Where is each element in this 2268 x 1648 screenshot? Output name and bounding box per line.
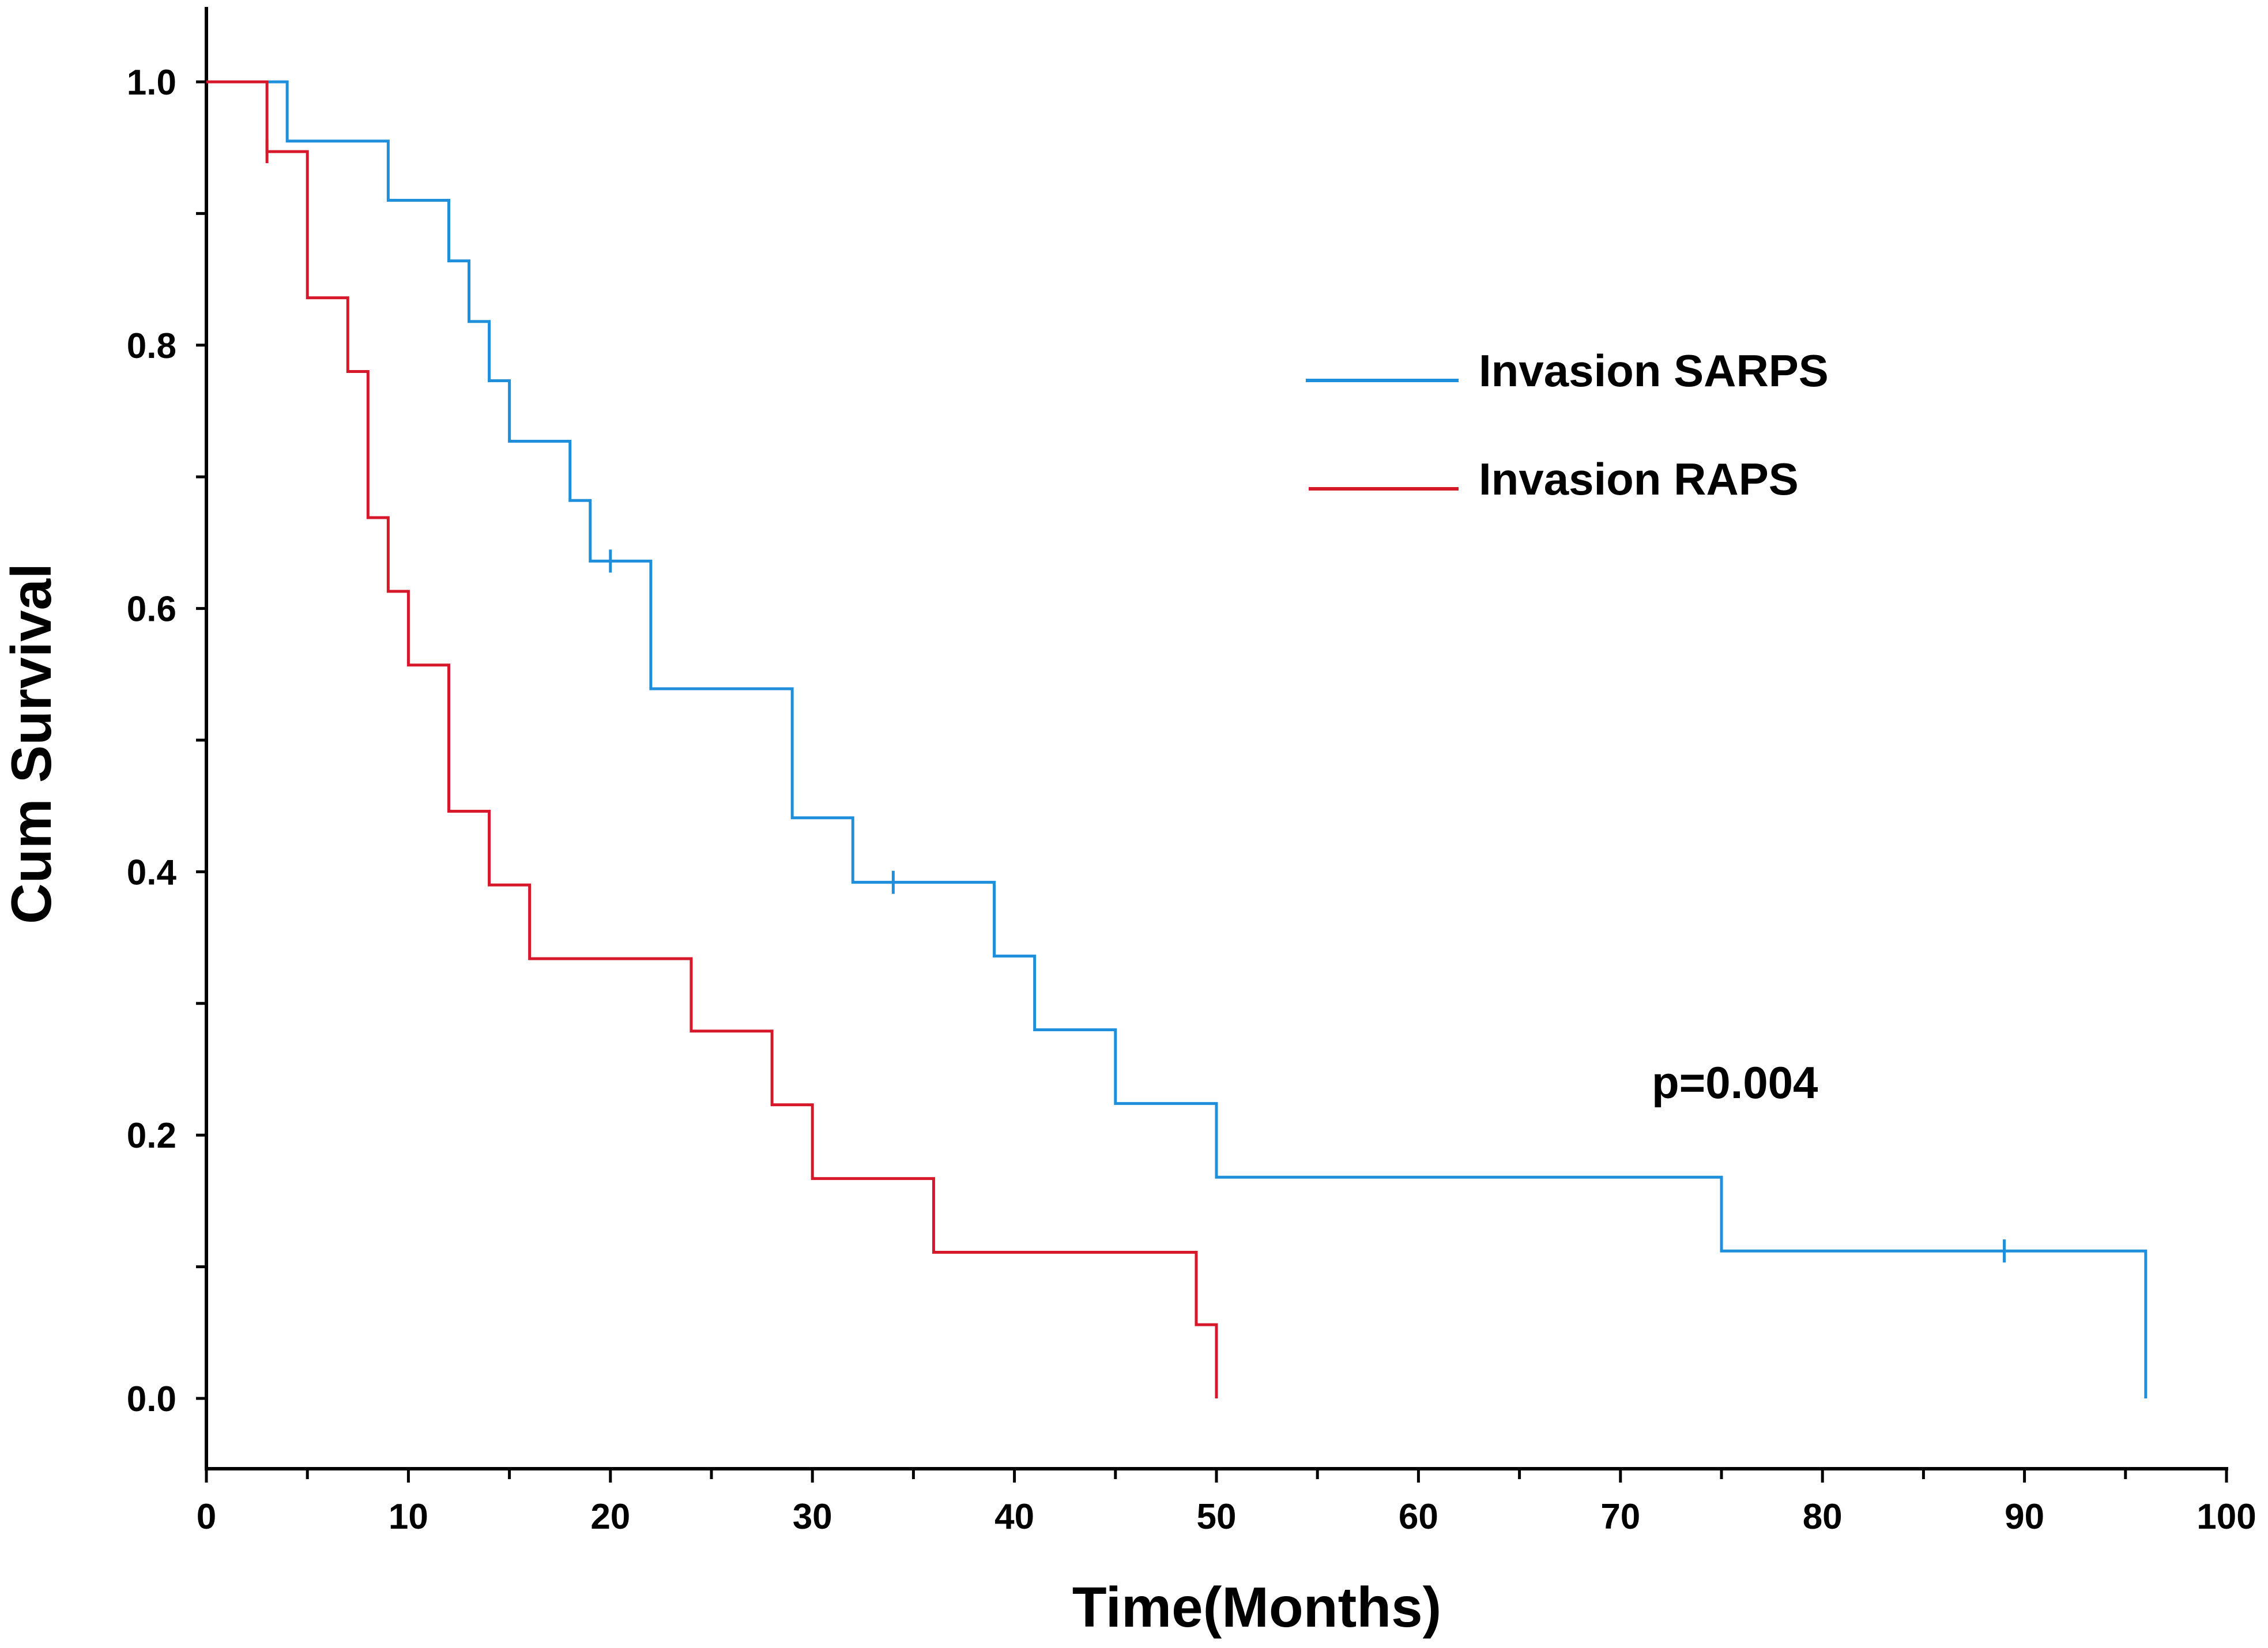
legend-label-raps: Invasion RAPS xyxy=(1479,454,1799,504)
x-tick-label: 20 xyxy=(590,1497,630,1537)
survival-curve-raps xyxy=(206,80,1218,1398)
y-tick-label: 0.0 xyxy=(127,1379,176,1419)
y-axis-title: Cum Survival xyxy=(0,563,63,924)
survival-curve-sarps xyxy=(206,80,2148,1398)
y-tick-label: 0.8 xyxy=(127,326,176,366)
x-tick-label: 80 xyxy=(1803,1497,1843,1537)
x-ticks: 0 10 20 30 40 50 60 70 80 90 100 xyxy=(197,1469,2256,1537)
x-tick-label: 30 xyxy=(793,1497,832,1537)
y-tick-label: 0.4 xyxy=(127,853,177,892)
legend: Invasion SARPS Invasion RAPS xyxy=(1306,345,1829,504)
x-axis-title: Time(Months) xyxy=(1072,1575,1442,1639)
x-tick-label: 50 xyxy=(1197,1497,1237,1537)
x-tick-label: 40 xyxy=(994,1497,1034,1537)
x-tick-label: 90 xyxy=(2005,1497,2044,1537)
y-ticks: 0.0 0.2 0.4 0.6 0.8 1.0 xyxy=(127,63,206,1419)
p-value-annotation: p=0.004 xyxy=(1652,1057,1818,1108)
y-tick-label: 1.0 xyxy=(127,63,176,103)
x-tick-label: 10 xyxy=(389,1497,428,1537)
x-tick-label: 60 xyxy=(1399,1497,1438,1537)
y-tick-label: 0.2 xyxy=(127,1116,176,1156)
series-layer xyxy=(206,80,2148,1398)
x-tick-label: 0 xyxy=(197,1497,216,1537)
y-tick-label: 0.6 xyxy=(127,590,176,629)
axes: 0.0 0.2 0.4 0.6 0.8 1.0 0 10 20 30 40 50 60 70 80 90 10… xyxy=(127,7,2256,1537)
x-tick-label: 100 xyxy=(2197,1497,2256,1537)
x-tick-label: 70 xyxy=(1600,1497,1640,1537)
legend-label-sarps: Invasion SARPS xyxy=(1479,345,1829,396)
